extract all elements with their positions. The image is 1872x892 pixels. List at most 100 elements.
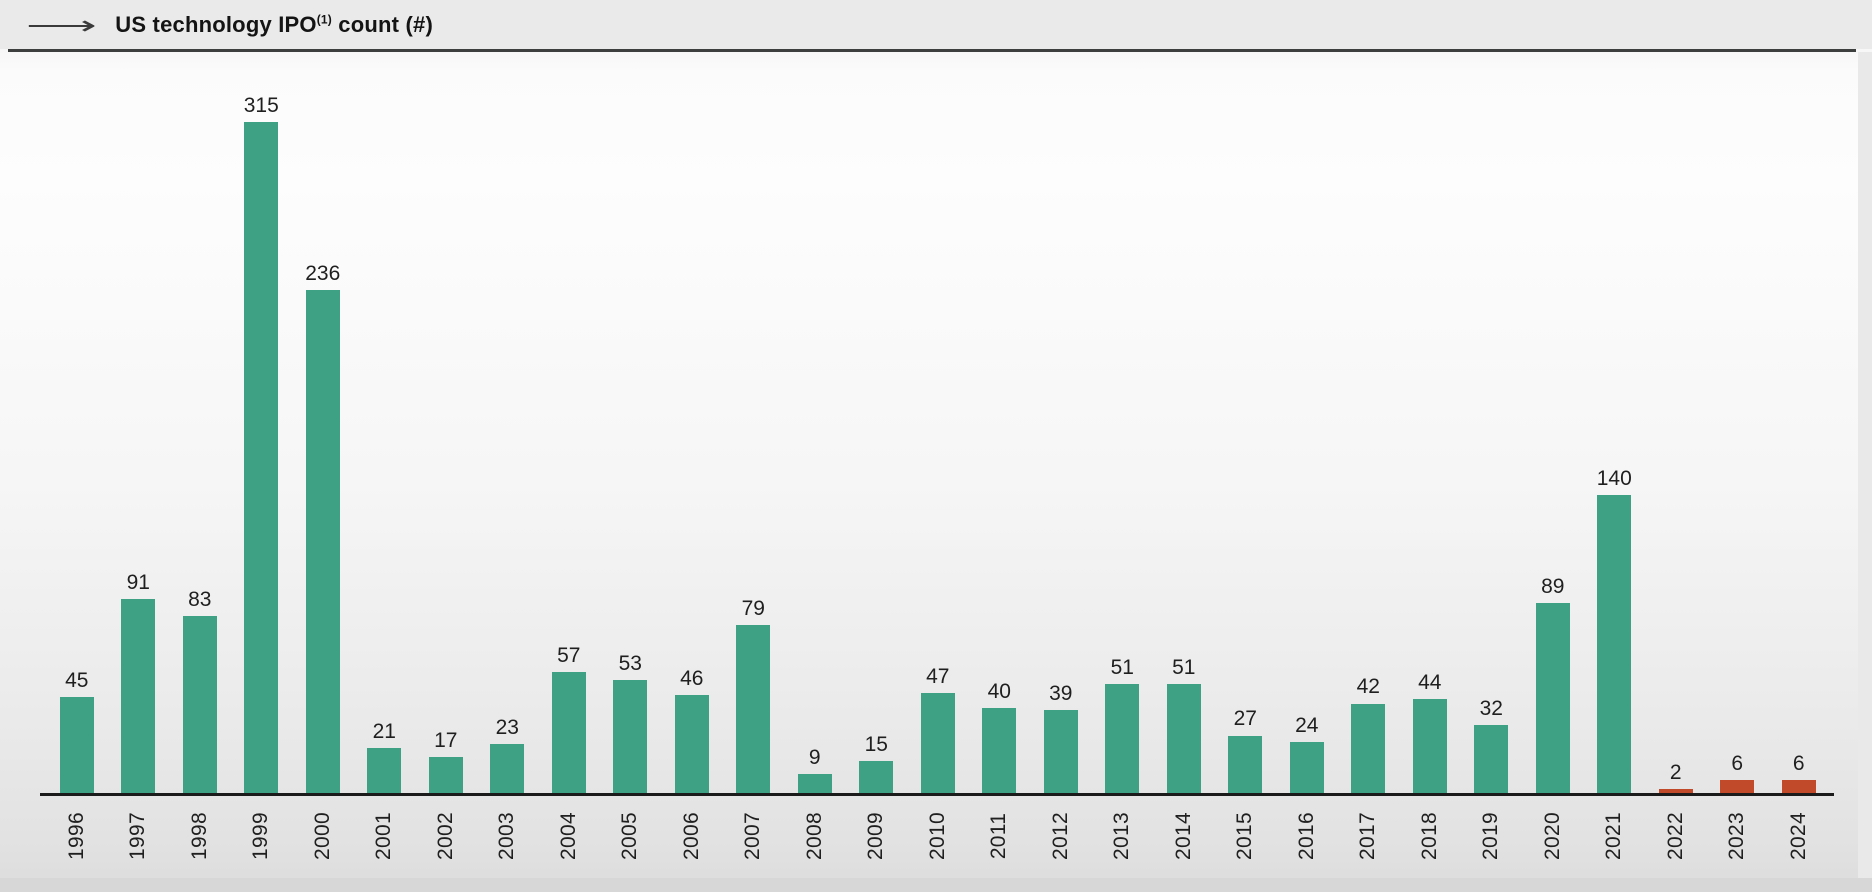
x-axis-labels: 1996 1997 1998 1999 2000 2001 2002 2003 2004 2005… [46, 799, 1830, 873]
bar-slot: 24 [1276, 714, 1338, 793]
bar-slot: 91 [108, 571, 170, 793]
x-axis-label: 2005 [618, 812, 642, 860]
bar-value-label: 51 [1110, 656, 1134, 680]
bar-slot: 47 [907, 665, 969, 793]
x-axis-label: 2023 [1725, 812, 1749, 860]
x-axis-label: 1996 [64, 812, 88, 860]
bar-value-label: 9 [808, 745, 821, 769]
x-axis-label-slot: 2019 [1461, 799, 1523, 873]
bar-slot: 53 [600, 652, 662, 793]
bar-2019 [1474, 724, 1509, 793]
x-axis-label-slot: 2023 [1707, 799, 1769, 873]
long-right-arrow-icon: ⟶ [26, 9, 97, 40]
bar-2008 [797, 773, 832, 793]
bar-value-label: 39 [1049, 681, 1073, 705]
bar-1999 [244, 122, 279, 793]
bar-2021 [1597, 494, 1632, 793]
x-axis-line [40, 793, 1834, 796]
x-axis-label: 2002 [433, 812, 457, 860]
bar-2016 [1289, 741, 1324, 793]
bar-slot: 51 [1153, 656, 1215, 793]
bar-value-label: 53 [618, 652, 642, 676]
bar-slot: 23 [477, 716, 539, 793]
bar-slot: 140 [1584, 467, 1646, 793]
bar-2013 [1105, 684, 1140, 793]
x-axis-label: 2008 [802, 812, 826, 860]
bar-slot: 17 [415, 729, 477, 793]
bar-value-label: 24 [1295, 713, 1319, 737]
x-axis-label-slot: 2008 [784, 799, 846, 873]
x-axis-label: 2022 [1663, 812, 1687, 860]
x-axis-label: 2012 [1048, 812, 1072, 860]
x-axis-label: 2014 [1171, 812, 1195, 860]
bar-value-label: 15 [864, 733, 888, 757]
x-axis-label: 2009 [864, 812, 888, 860]
x-axis-label-slot: 2024 [1768, 799, 1830, 873]
bar-value-label: 21 [372, 720, 396, 744]
bar-value-label: 45 [65, 669, 89, 693]
bar-slot: 79 [723, 597, 785, 793]
bar-slot: 6 [1768, 752, 1830, 793]
bar-2010 [920, 692, 955, 793]
bar-2006 [674, 695, 709, 793]
bar-2023 [1720, 780, 1755, 793]
bar-value-label: 47 [926, 664, 950, 688]
page-title: US technology IPO(1) count (#) [115, 12, 433, 38]
bar-value-label: 32 [1479, 696, 1503, 720]
x-axis-label: 2011 [987, 812, 1011, 860]
x-axis-label: 2019 [1479, 812, 1503, 860]
bar-slot: 51 [1092, 656, 1154, 793]
page-title-footnote-marker: (1) [316, 12, 332, 27]
x-axis-label-slot: 1996 [46, 799, 108, 873]
bar-2022 [1658, 788, 1693, 793]
x-axis-label: 2016 [1294, 812, 1318, 860]
bar-2009 [859, 761, 894, 793]
bar-value-label: 79 [741, 596, 765, 620]
x-axis-label-slot: 2020 [1522, 799, 1584, 873]
x-axis-label-slot: 2013 [1092, 799, 1154, 873]
bar-1998 [182, 616, 217, 793]
bar-slot: 6 [1707, 752, 1769, 793]
bar-slot: 15 [846, 733, 908, 793]
x-axis-label-slot: 2012 [1030, 799, 1092, 873]
x-axis-label: 2004 [556, 812, 580, 860]
bar-value-label: 140 [1596, 466, 1632, 490]
x-axis-label-slot: 2006 [661, 799, 723, 873]
x-axis-label-slot: 2003 [477, 799, 539, 873]
bar-slot: 40 [969, 680, 1031, 793]
bar-1996 [59, 697, 94, 793]
bar-2005 [613, 680, 648, 793]
x-axis-label: 2018 [1417, 812, 1441, 860]
bar-2002 [428, 756, 463, 793]
bar-value-label: 17 [434, 728, 458, 752]
bar-2001 [367, 748, 402, 793]
bar-2020 [1535, 603, 1570, 793]
bar-slot: 9 [784, 746, 846, 793]
bar-2011 [982, 707, 1017, 793]
bottom-page-edge [0, 878, 1872, 892]
x-axis-label-slot: 2015 [1215, 799, 1277, 873]
bar-2000 [305, 290, 340, 793]
bar-value-label: 2 [1669, 760, 1682, 784]
x-axis-label-slot: 2005 [600, 799, 662, 873]
x-axis-label: 1999 [249, 812, 273, 860]
bar-slot: 45 [46, 669, 108, 793]
bar-value-label: 91 [126, 571, 150, 595]
x-axis-label-slot: 2017 [1338, 799, 1400, 873]
bar-slot: 2 [1645, 761, 1707, 793]
bar-value-label: 42 [1356, 675, 1380, 699]
bar-2015 [1228, 735, 1263, 793]
bar-value-label: 6 [1792, 752, 1805, 776]
x-axis-label: 2010 [925, 812, 949, 860]
right-page-edge [1858, 52, 1872, 892]
x-axis-label-slot: 2011 [969, 799, 1031, 873]
bar-2014 [1166, 684, 1201, 793]
x-axis-label: 2003 [495, 812, 519, 860]
x-axis-label-slot: 1999 [231, 799, 293, 873]
bar-slot: 27 [1215, 707, 1277, 793]
bar-slot: 57 [538, 644, 600, 793]
bar-2007 [736, 624, 771, 793]
chart-header: ⟶ US technology IPO(1) count (#) [0, 0, 1872, 49]
x-axis-label: 1998 [187, 812, 211, 860]
bar-2003 [490, 744, 525, 793]
